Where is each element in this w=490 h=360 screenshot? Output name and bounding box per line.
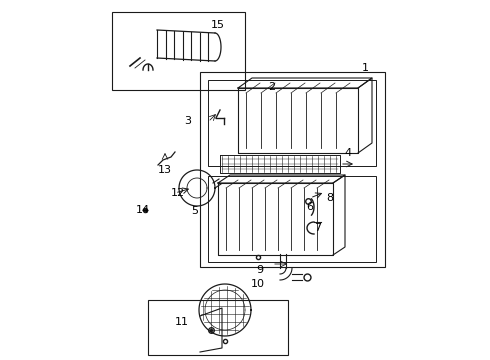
Bar bbox=[208, 176, 376, 262]
Text: 11: 11 bbox=[175, 317, 189, 327]
Bar bbox=[200, 72, 385, 267]
Text: 1: 1 bbox=[362, 63, 368, 73]
Bar bbox=[112, 12, 245, 90]
Text: 8: 8 bbox=[326, 193, 334, 203]
Text: 14: 14 bbox=[136, 205, 150, 215]
Text: 15: 15 bbox=[211, 20, 225, 30]
Text: 6: 6 bbox=[307, 202, 314, 212]
Text: 2: 2 bbox=[269, 82, 275, 92]
Text: 3: 3 bbox=[185, 116, 192, 126]
Text: 4: 4 bbox=[344, 148, 351, 158]
Text: 9: 9 bbox=[256, 265, 264, 275]
Text: 13: 13 bbox=[158, 165, 172, 175]
Text: 12: 12 bbox=[171, 188, 185, 198]
Bar bbox=[208, 80, 376, 166]
Bar bbox=[148, 300, 288, 355]
Text: 5: 5 bbox=[192, 206, 198, 216]
Text: 10: 10 bbox=[251, 279, 265, 289]
Text: 7: 7 bbox=[315, 223, 321, 233]
